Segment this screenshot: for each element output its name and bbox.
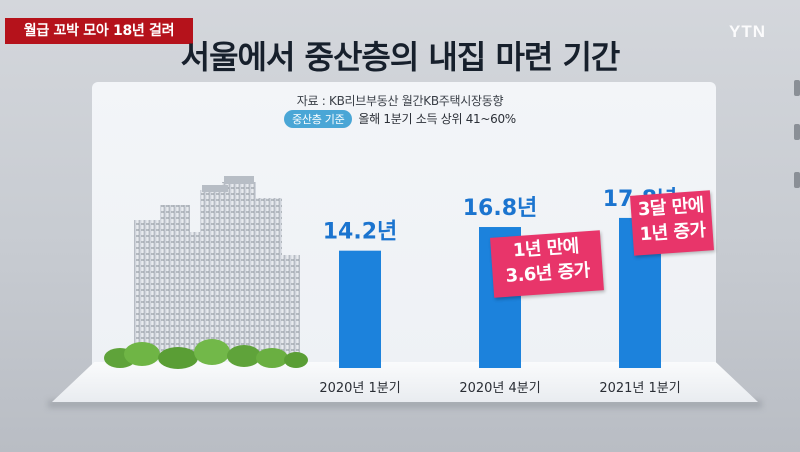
floor-platform xyxy=(52,362,758,402)
callout-1: 1년 만에 3.6년 증가 xyxy=(490,230,604,298)
headline-tag: 월급 꼬박 모아 18년 걸려 xyxy=(5,18,193,44)
basis-row: 중산층 기준 올해 1분기 소득 상위 41~60% xyxy=(0,110,800,128)
edge-marks xyxy=(794,80,800,280)
category-label-3: 2021년 1분기 xyxy=(599,381,680,396)
bar-1 xyxy=(339,250,381,368)
basis-badge: 중산층 기준 xyxy=(284,110,353,128)
basis-text: 올해 1분기 소득 상위 41~60% xyxy=(358,112,516,126)
category-label-2: 2020년 4분기 xyxy=(459,381,540,396)
apartment-buildings-illustration xyxy=(134,176,300,358)
trees-illustration xyxy=(104,339,308,369)
category-labels-group: 2020년 1분기 2020년 4분기 2021년 1분기 xyxy=(319,381,680,396)
chart-title: 서울에서 중산층의 내집 마련 기간 xyxy=(180,38,621,76)
source-note: 자료 : KB리브부동산 월간KB주택시장동향 xyxy=(296,94,504,108)
callout-2: 3달 만에 1년 증가 xyxy=(630,190,714,256)
category-label-1: 2020년 1분기 xyxy=(319,381,400,396)
callout-2-line2: 1년 증가 xyxy=(639,219,707,246)
value-label-2: 16.8년 xyxy=(463,196,538,221)
ytn-logo: YTN xyxy=(729,22,766,41)
floor-shadow xyxy=(48,400,762,408)
value-label-1: 14.2년 xyxy=(323,220,398,245)
